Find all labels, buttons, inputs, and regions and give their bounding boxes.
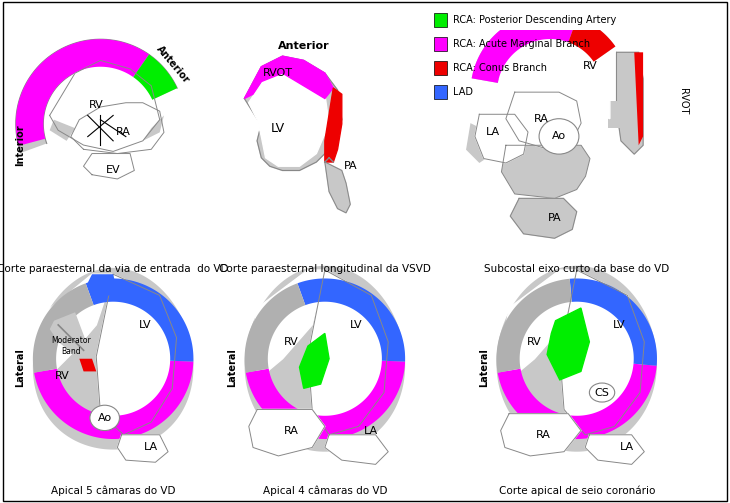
Polygon shape xyxy=(472,13,577,83)
Text: Corte paraesternal longitudinal da VSVD: Corte paraesternal longitudinal da VSVD xyxy=(219,264,431,274)
Ellipse shape xyxy=(539,119,579,154)
Polygon shape xyxy=(308,270,388,435)
Polygon shape xyxy=(325,435,388,464)
Polygon shape xyxy=(134,54,177,100)
Text: RCA: Conus Branch: RCA: Conus Branch xyxy=(453,63,547,73)
Text: RA: RA xyxy=(284,426,299,436)
Polygon shape xyxy=(245,56,342,171)
Polygon shape xyxy=(83,153,134,179)
Text: Subcostal eixo curto da base do VD: Subcostal eixo curto da base do VD xyxy=(484,264,669,274)
Text: RV: RV xyxy=(583,60,597,70)
Polygon shape xyxy=(42,274,113,376)
Text: Apical 5 câmaras do VD: Apical 5 câmaras do VD xyxy=(51,485,175,496)
Polygon shape xyxy=(472,13,615,83)
Polygon shape xyxy=(569,17,615,62)
Polygon shape xyxy=(475,114,528,163)
Polygon shape xyxy=(510,198,577,238)
Text: LV: LV xyxy=(272,122,285,135)
Polygon shape xyxy=(88,274,118,300)
Polygon shape xyxy=(506,92,581,150)
Polygon shape xyxy=(249,69,329,166)
Polygon shape xyxy=(246,361,405,439)
Polygon shape xyxy=(634,52,643,145)
Polygon shape xyxy=(50,312,88,359)
Polygon shape xyxy=(33,283,93,373)
Text: RVOT: RVOT xyxy=(678,88,688,114)
Polygon shape xyxy=(16,39,177,153)
Polygon shape xyxy=(502,145,590,198)
Text: RV: RV xyxy=(55,371,70,381)
Text: RCA: Acute Marginal Branch: RCA: Acute Marginal Branch xyxy=(453,39,590,49)
Text: LAD: LAD xyxy=(453,87,472,97)
Text: LV: LV xyxy=(139,320,151,330)
Text: LA: LA xyxy=(485,127,499,137)
Text: LA: LA xyxy=(620,443,634,453)
Polygon shape xyxy=(585,435,645,464)
Polygon shape xyxy=(50,60,160,151)
Polygon shape xyxy=(501,413,581,456)
Polygon shape xyxy=(245,56,334,99)
Polygon shape xyxy=(249,409,325,456)
Polygon shape xyxy=(607,101,626,128)
Text: RV: RV xyxy=(89,100,104,110)
Text: Moderator
Band: Moderator Band xyxy=(51,337,91,356)
Polygon shape xyxy=(85,279,193,362)
Polygon shape xyxy=(299,333,329,388)
Polygon shape xyxy=(118,435,168,462)
Polygon shape xyxy=(325,162,350,213)
Polygon shape xyxy=(496,279,572,373)
Polygon shape xyxy=(498,364,657,439)
Polygon shape xyxy=(503,270,577,380)
Text: Interior: Interior xyxy=(15,124,25,166)
Polygon shape xyxy=(617,52,643,154)
Text: CS: CS xyxy=(595,387,610,397)
Text: PA: PA xyxy=(343,161,357,171)
Text: RA: RA xyxy=(534,114,549,124)
Polygon shape xyxy=(499,39,610,119)
Text: Lateral: Lateral xyxy=(15,348,26,387)
Polygon shape xyxy=(547,308,589,380)
Text: RA: RA xyxy=(116,127,131,137)
Polygon shape xyxy=(96,274,177,435)
Text: LV: LV xyxy=(350,320,363,330)
Polygon shape xyxy=(466,123,493,163)
Polygon shape xyxy=(245,283,305,373)
Text: LA: LA xyxy=(364,426,378,436)
Text: RVOT: RVOT xyxy=(264,68,293,78)
Polygon shape xyxy=(80,359,96,371)
Text: Anterior: Anterior xyxy=(278,41,329,51)
Text: Ao: Ao xyxy=(98,413,112,423)
Polygon shape xyxy=(16,39,149,146)
Text: Ao: Ao xyxy=(552,131,566,141)
Polygon shape xyxy=(245,266,405,452)
Text: Lateral: Lateral xyxy=(479,348,489,387)
Polygon shape xyxy=(50,120,75,141)
Polygon shape xyxy=(33,268,193,450)
Polygon shape xyxy=(34,361,193,439)
Polygon shape xyxy=(297,279,405,362)
Text: RCA: Posterior Descending Artery: RCA: Posterior Descending Artery xyxy=(453,15,616,25)
Text: LA: LA xyxy=(144,443,158,453)
Polygon shape xyxy=(251,270,325,380)
Text: Lateral: Lateral xyxy=(227,348,237,387)
Polygon shape xyxy=(71,103,164,153)
Polygon shape xyxy=(325,88,342,162)
Polygon shape xyxy=(569,279,657,366)
Text: RV: RV xyxy=(527,337,542,347)
Text: Corte paraesternal da via de entrada  do VD: Corte paraesternal da via de entrada do … xyxy=(0,264,229,274)
Text: EV: EV xyxy=(106,165,120,176)
Text: PA: PA xyxy=(548,213,561,223)
Text: Apical 4 câmaras do VD: Apical 4 câmaras do VD xyxy=(263,485,387,496)
Text: Anterior: Anterior xyxy=(154,44,191,86)
Polygon shape xyxy=(143,115,164,141)
Polygon shape xyxy=(560,270,645,435)
Text: LV: LV xyxy=(612,320,626,330)
Ellipse shape xyxy=(90,405,120,431)
Text: RV: RV xyxy=(284,337,299,347)
Ellipse shape xyxy=(589,383,615,402)
Text: RA: RA xyxy=(536,430,550,440)
Polygon shape xyxy=(496,266,657,452)
Text: Corte apical de seio coronário: Corte apical de seio coronário xyxy=(499,485,655,496)
